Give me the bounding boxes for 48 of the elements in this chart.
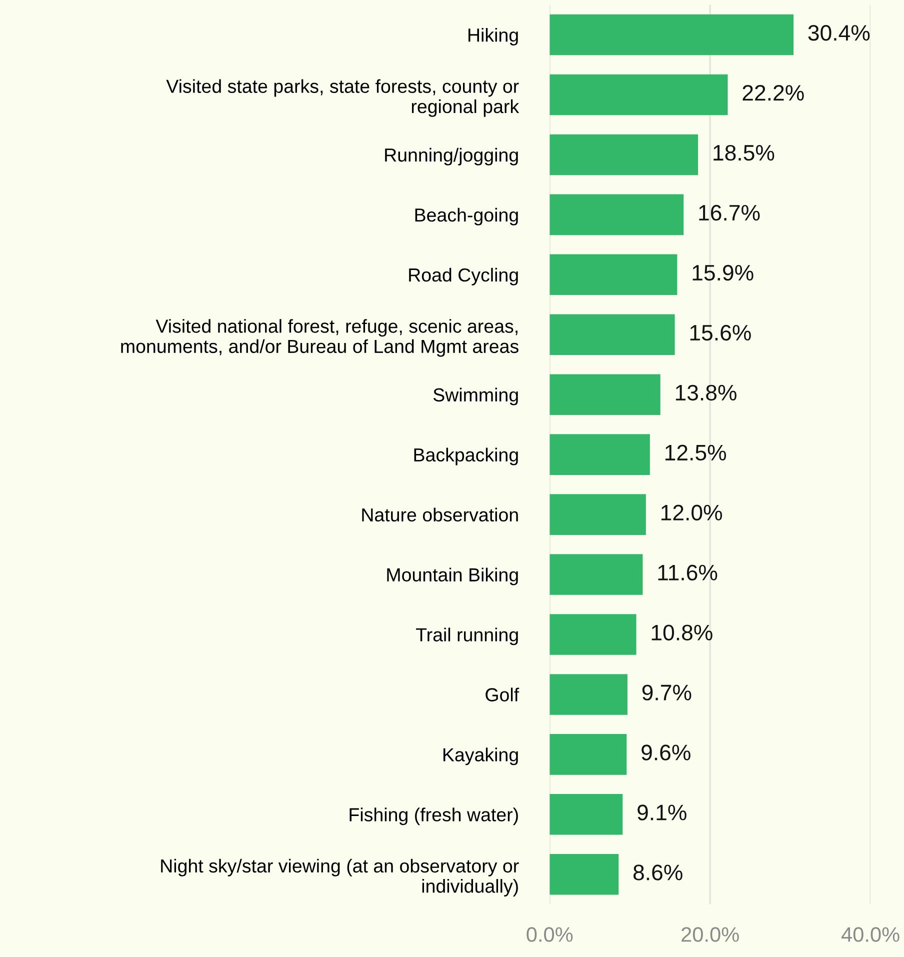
bar bbox=[550, 554, 643, 595]
bar bbox=[550, 434, 650, 475]
data-label: 9.7% bbox=[642, 684, 692, 700]
y-tick-label: Trail running bbox=[416, 628, 518, 646]
y-tick-label: Beach-going bbox=[415, 208, 518, 226]
bar bbox=[550, 134, 698, 176]
data-label: 13.8% bbox=[676, 384, 736, 401]
bar bbox=[550, 674, 628, 715]
y-tick-label: Visited national forest, refuge, scenic areas, monuments, and/or Bureau of Land Mgmt areas bbox=[121, 319, 518, 357]
data-label: 10.8% bbox=[652, 624, 712, 640]
data-label: 12.0% bbox=[661, 504, 722, 521]
y-tick-label: Fishing (fresh water) bbox=[350, 808, 518, 826]
data-label: 30.4% bbox=[808, 25, 870, 41]
bar bbox=[550, 14, 794, 56]
bar bbox=[550, 374, 660, 415]
y-tick-label: Visited state parks, state forests, county or regional park bbox=[166, 79, 520, 117]
bar bbox=[550, 254, 678, 296]
data-label: 12.5% bbox=[666, 444, 726, 461]
y-tick-label: Swimming bbox=[433, 388, 518, 406]
data-label: 16.7% bbox=[699, 204, 760, 221]
y-tick-label: Golf bbox=[486, 688, 520, 702]
y-tick-label: Hiking bbox=[468, 28, 518, 46]
bar bbox=[550, 314, 675, 356]
y-tick-label: Mountain Biking bbox=[387, 568, 518, 586]
bar bbox=[550, 794, 623, 835]
data-label: 9.6% bbox=[642, 744, 690, 760]
y-tick-label: Road Cycling bbox=[409, 268, 518, 286]
y-tick-label: Backpacking bbox=[414, 448, 518, 466]
y-tick-label: Nature observation bbox=[362, 508, 518, 522]
data-label: 15.6% bbox=[690, 324, 751, 341]
bar bbox=[550, 74, 728, 116]
bar bbox=[550, 494, 646, 535]
data-label: 8.6% bbox=[633, 864, 682, 880]
data-label: 18.5% bbox=[714, 144, 774, 161]
bar bbox=[550, 614, 636, 655]
y-tick-label: Night sky/star viewing (at an observatory or individually) bbox=[161, 858, 519, 897]
y-tick-label: Running/jogging bbox=[385, 148, 518, 166]
data-label: 9.1% bbox=[638, 804, 686, 820]
data-label: 15.9% bbox=[692, 264, 754, 281]
x-tick-label: 0.0% bbox=[526, 927, 573, 942]
data-label: 11.6% bbox=[658, 564, 718, 580]
x-tick-label: 20.0% bbox=[682, 927, 739, 942]
bar bbox=[550, 854, 619, 895]
y-tick-label: Kayaking bbox=[443, 748, 518, 766]
bar bbox=[550, 194, 684, 236]
data-label: 22.2% bbox=[742, 84, 804, 101]
x-tick-label: 40.0% bbox=[841, 927, 900, 942]
bar bbox=[550, 734, 627, 775]
